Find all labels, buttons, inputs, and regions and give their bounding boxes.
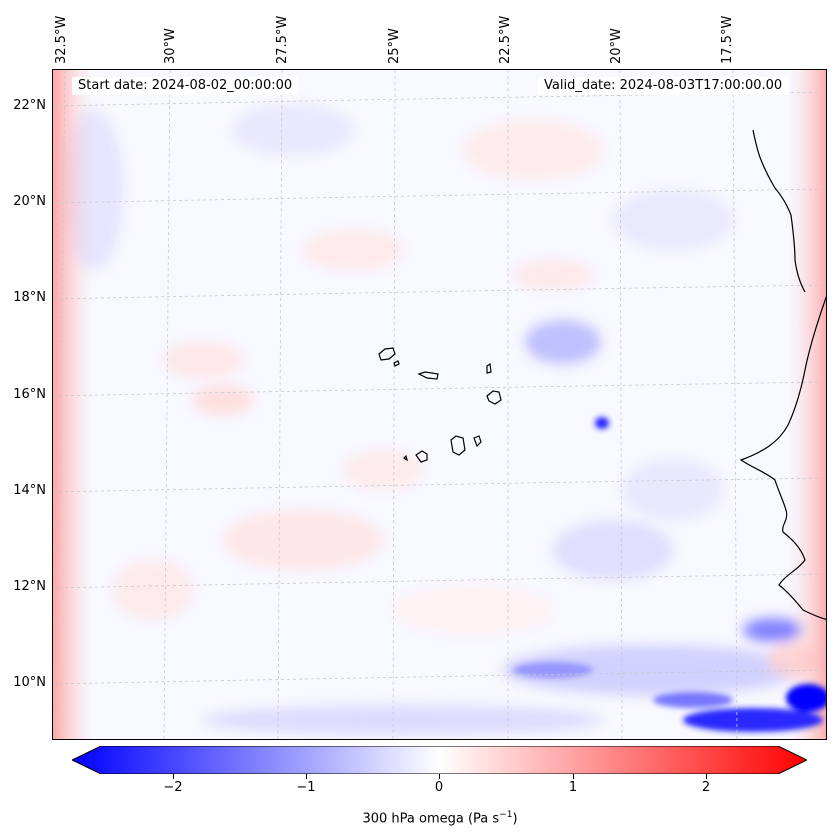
colorbar-tick-0	[439, 774, 440, 779]
colorbar-tick-neg2	[173, 774, 174, 779]
cape-verde-islands	[378, 347, 502, 463]
field-patches	[63, 105, 818, 735]
lon-label-17-5w: 17.5°W	[720, 15, 735, 64]
omega-field-map	[53, 70, 826, 739]
colorbar-label-exponent: −1	[499, 810, 513, 820]
strong-features	[513, 417, 826, 732]
lat-label-18n: 18°N	[13, 290, 46, 305]
colorbar	[72, 746, 807, 774]
africa-coastline-north	[752, 129, 806, 293]
map-panel[interactable]	[52, 69, 827, 740]
lat-label-12n: 12°N	[13, 579, 46, 594]
lon-label-22-5w: 22.5°W	[498, 15, 513, 64]
lon-label-32-5w: 32.5°W	[54, 15, 69, 64]
colorbar-label-main: 300 hPa omega (Pa s	[362, 811, 500, 827]
colorbar-tick-label-2: 2	[701, 780, 711, 795]
colorbar-tick-label-1: 1	[568, 780, 578, 795]
graticule	[53, 70, 826, 739]
lat-label-16n: 16°N	[13, 387, 46, 402]
colorbar-tick-1	[573, 774, 574, 779]
field-background	[53, 70, 826, 739]
colorbar-label-close: )	[512, 811, 518, 827]
lon-label-30w: 30°W	[163, 28, 178, 64]
start-date-label: Start date: 2024-08-02_00:00:00	[72, 77, 299, 95]
colorbar-label: 300 hPa omega (Pa s−1)	[0, 806, 837, 828]
lat-label-20n: 20°N	[13, 194, 46, 209]
colorbar-body	[72, 746, 807, 774]
colorbar-tick-neg1	[306, 774, 307, 779]
lon-label-27-5w: 27.5°W	[275, 15, 290, 64]
lat-label-10n: 10°N	[13, 675, 46, 690]
left-edge-band	[53, 70, 93, 739]
colorbar-tick-label-neg2: −2	[163, 780, 183, 795]
colorbar-tick-label-0: 0	[434, 780, 444, 795]
right-edge-band	[788, 70, 826, 739]
colorbar-tick-label-neg1: −1	[296, 780, 316, 795]
africa-coastline	[739, 295, 826, 621]
valid-date-label: Valid_date: 2024-08-03T17:00:00.00	[538, 77, 789, 95]
lon-label-20w: 20°W	[609, 28, 624, 64]
lat-label-14n: 14°N	[13, 483, 46, 498]
colorbar-tick-2	[706, 774, 707, 779]
lat-label-22n: 22°N	[13, 98, 46, 113]
lon-label-25w: 25°W	[387, 28, 402, 64]
